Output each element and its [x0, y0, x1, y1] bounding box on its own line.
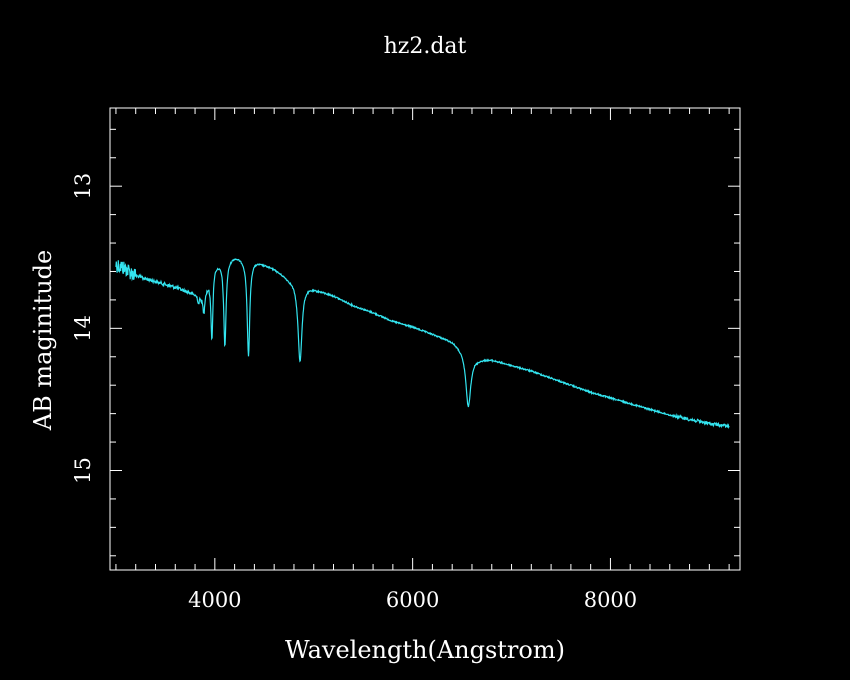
x-tick-label: 4000 [188, 588, 241, 612]
x-axis-label: Wavelength(Angstrom) [285, 636, 565, 664]
y-tick-label: 14 [71, 315, 95, 342]
y-axis-label: AB maginitude [29, 250, 57, 432]
plot-frame [109, 107, 741, 571]
tick-labels: 4000 6000 8000 13 14 15 [71, 173, 637, 612]
chart-title: hz2.dat [384, 34, 467, 59]
y-tick-label: 15 [71, 457, 95, 484]
series-line [115, 258, 730, 430]
x-tick-label: 8000 [584, 588, 637, 612]
y-tick-label: 13 [71, 173, 95, 200]
x-tick-label: 6000 [386, 588, 439, 612]
axis-ticks [110, 108, 740, 570]
